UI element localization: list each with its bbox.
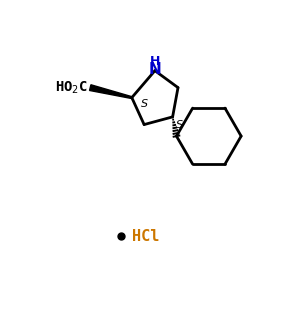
Text: HCl: HCl — [132, 229, 159, 244]
Text: S: S — [176, 120, 183, 130]
Text: S: S — [141, 99, 148, 109]
Polygon shape — [89, 85, 132, 99]
Text: N: N — [148, 62, 161, 77]
Text: HO$_2$C: HO$_2$C — [55, 80, 88, 96]
Text: H: H — [150, 55, 160, 68]
